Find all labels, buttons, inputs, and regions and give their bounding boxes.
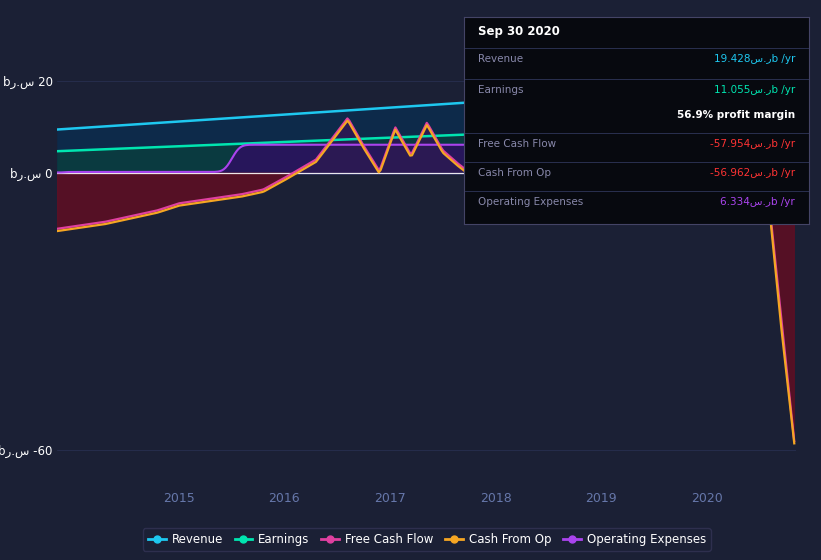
Text: -57.954س.رb /yr: -57.954س.رb /yr [710, 139, 795, 149]
Text: -56.962س.رb /yr: -56.962س.رb /yr [710, 168, 795, 178]
Text: 19.428س.رb /yr: 19.428س.رb /yr [713, 54, 795, 64]
Text: Revenue: Revenue [478, 54, 523, 64]
Text: Sep 30 2020: Sep 30 2020 [478, 25, 560, 38]
Text: Cash From Op: Cash From Op [478, 168, 551, 178]
Text: 6.334س.رb /yr: 6.334س.رb /yr [720, 197, 795, 207]
Text: Operating Expenses: Operating Expenses [478, 197, 583, 207]
Text: Free Cash Flow: Free Cash Flow [478, 139, 556, 149]
Text: 56.9% profit margin: 56.9% profit margin [677, 110, 795, 120]
Text: Earnings: Earnings [478, 85, 523, 95]
Text: 11.055س.رb /yr: 11.055س.رb /yr [713, 85, 795, 95]
Legend: Revenue, Earnings, Free Cash Flow, Cash From Op, Operating Expenses: Revenue, Earnings, Free Cash Flow, Cash … [143, 528, 711, 550]
